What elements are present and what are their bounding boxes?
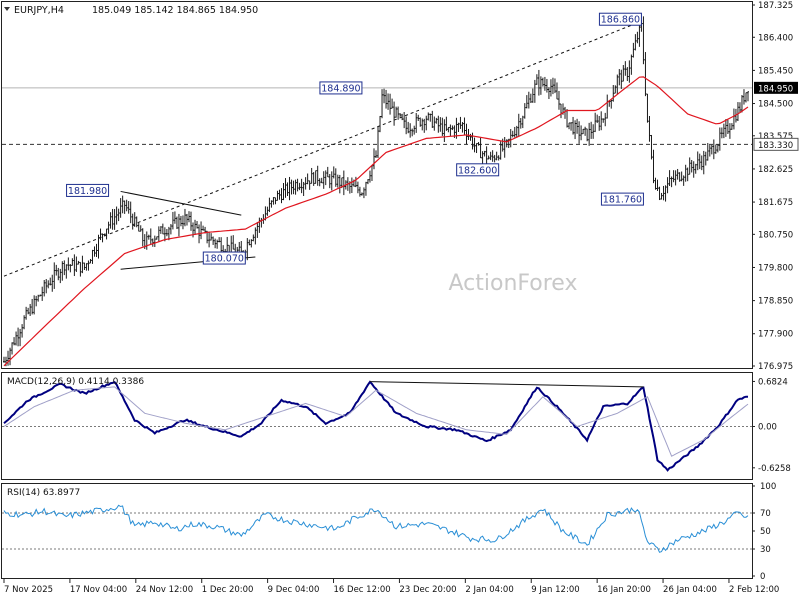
swing-label-3: 180.070 (205, 254, 244, 265)
time-tick-label-5: 16 Dec 12:00 (334, 585, 391, 595)
rsi-lines (2, 504, 752, 553)
price-tick-label-2: 185.450 (758, 66, 793, 76)
time-tick-label-0: 7 Nov 2025 (4, 585, 53, 595)
time-x-axis: 7 Nov 2025 17 Nov 04:00 24 Nov 12:00 1 Dec … (3, 579, 779, 595)
price-tick-label-11: 176.975 (758, 362, 793, 372)
price-tick-label-6: 181.675 (758, 198, 793, 208)
price-tick-label-7: 180.750 (758, 230, 793, 240)
swing-label-2: 181.980 (68, 186, 107, 197)
time-tick-label-8: 9 Jan 12:00 (531, 585, 579, 595)
macd-tick-label-1: 0.00 (758, 423, 777, 433)
macd-lines (2, 380, 752, 472)
moving-average-line (3, 76, 749, 367)
time-tick-label-1: 17 Nov 04:00 (70, 585, 127, 595)
swing-label-5: 181.760 (603, 195, 642, 206)
price-tick-label-1: 186.400 (758, 33, 793, 43)
rsi-tick-label-2: 50 (760, 527, 771, 537)
price-y-axis: 187.325 186.400 185.450 184.500 183.575 182.6… (752, 1, 793, 372)
collapse-arrow-icon (4, 7, 10, 11)
price-tag-box (754, 81, 798, 94)
swing-label-box (600, 192, 644, 206)
swing-label-box (66, 183, 110, 197)
rsi-tick-label-4: 0 (760, 572, 765, 582)
macd-tick-label-0: 0.6824 (758, 377, 788, 387)
rsi-label: RSI(14) 63.8977 (7, 488, 80, 498)
price-tag-1: 183.330 (758, 141, 793, 151)
time-tick-label-11: 2 Feb 12:00 (729, 585, 779, 595)
price-panel-frame (1, 1, 753, 369)
price-tags: 184.950 183.330 (753, 81, 799, 151)
macd-label: MACD(12,26,9) 0.4114 0.3386 (7, 377, 144, 387)
chart-header: EURJPY,H4 185.049 185.142 184.865 184.95… (4, 5, 258, 16)
macd-tick-label-2: -0.6258 (758, 464, 791, 474)
price-tick-label-3: 184.500 (758, 100, 793, 110)
rsi-series-line (3, 504, 749, 553)
price-tick-label-4: 183.575 (758, 132, 793, 142)
trendline-0 (3, 20, 642, 277)
price-tag-0: 184.950 (758, 84, 793, 94)
price-tick-label-10: 177.900 (758, 330, 793, 340)
trendline-1 (120, 190, 242, 216)
swing-label-0: 186.860 (601, 15, 640, 26)
watermark: ActionForex (449, 271, 578, 296)
swing-annotations: 186.860 184.890 181.980 180.070 182.600 181.7… (66, 12, 644, 265)
swing-label-box (202, 251, 246, 265)
price-horizontal-levels (2, 87, 752, 145)
price-tick-label-8: 179.800 (758, 263, 793, 273)
macd-series-macd (3, 380, 749, 472)
price-candles (3, 16, 749, 367)
swing-label-box (319, 81, 363, 95)
price-tick-label-0: 187.325 (758, 1, 793, 11)
swing-label-1: 184.890 (321, 83, 360, 94)
time-tick-label-9: 16 Jan 20:00 (597, 585, 651, 595)
symbol-timeframe-label: EURJPY,H4 (14, 5, 64, 16)
swing-label-4: 182.600 (458, 165, 497, 176)
time-tick-label-6: 23 Dec 20:00 (399, 585, 456, 595)
time-tick-label-4: 9 Dec 04:00 (268, 585, 320, 595)
time-tick-label-3: 1 Dec 20:00 (202, 585, 254, 595)
swing-label-box (456, 163, 500, 177)
rsi-tick-label-0: 100 (760, 482, 776, 492)
price-tick-label-5: 182.625 (758, 165, 793, 175)
price-tick-label-9: 178.850 (758, 297, 793, 307)
rsi-panel-frame (1, 483, 753, 579)
time-tick-label-2: 24 Nov 12:00 (136, 585, 193, 595)
price-tag-box (753, 137, 799, 151)
rsi-y-axis: 100 70 50 30 0 (752, 482, 776, 582)
rsi-tick-label-1: 70 (760, 509, 771, 519)
rsi-tick-label-3: 30 (760, 545, 771, 555)
time-tick-label-10: 26 Jan 04:00 (663, 585, 717, 595)
macd-y-axis: 0.6824 0.00 -0.6258 (752, 377, 791, 474)
swing-label-box (598, 12, 642, 26)
macd-trendline-0 (369, 381, 644, 388)
ohlc-readout: 185.049 185.142 184.865 184.950 (92, 5, 258, 16)
macd-series-signal (3, 386, 749, 457)
time-tick-label-7: 2 Jan 04:00 (465, 585, 513, 595)
